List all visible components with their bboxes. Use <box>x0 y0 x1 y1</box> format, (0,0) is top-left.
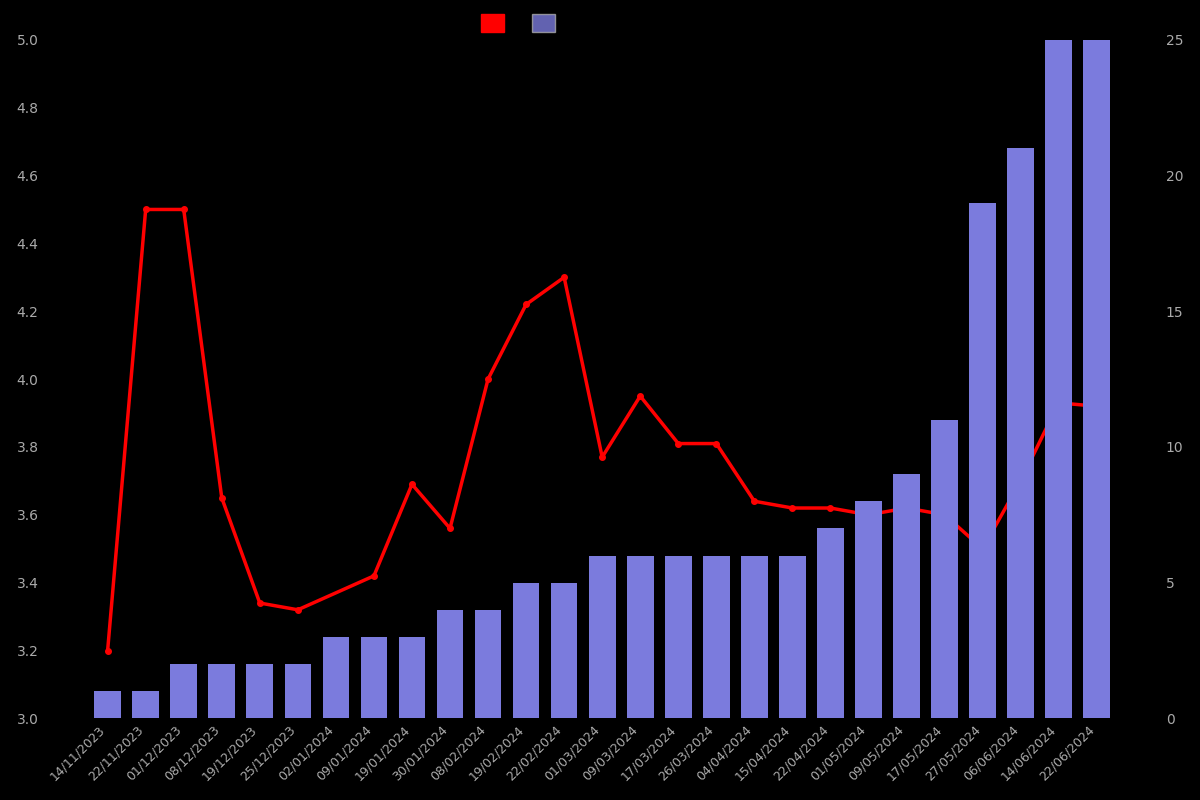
Bar <box>1007 148 1034 718</box>
Bar <box>817 528 844 718</box>
Bar <box>284 664 311 718</box>
Bar <box>475 610 502 718</box>
Bar <box>856 502 882 718</box>
Bar <box>931 420 958 718</box>
Bar <box>361 637 388 718</box>
Bar <box>742 555 768 718</box>
Bar <box>589 555 616 718</box>
Bar <box>246 664 274 718</box>
Bar <box>893 474 920 718</box>
Bar <box>551 582 577 718</box>
Bar <box>398 637 425 718</box>
Bar <box>703 555 730 718</box>
Legend: , : , <box>481 14 566 32</box>
Bar <box>132 691 158 718</box>
Bar <box>626 555 654 718</box>
Bar <box>209 664 235 718</box>
Bar <box>1084 40 1110 718</box>
Bar <box>665 555 691 718</box>
Bar <box>512 582 540 718</box>
Bar <box>970 202 996 718</box>
Bar <box>170 664 197 718</box>
Bar <box>779 555 805 718</box>
Bar <box>323 637 349 718</box>
Bar <box>437 610 463 718</box>
Bar <box>1045 40 1072 718</box>
Bar <box>95 691 121 718</box>
